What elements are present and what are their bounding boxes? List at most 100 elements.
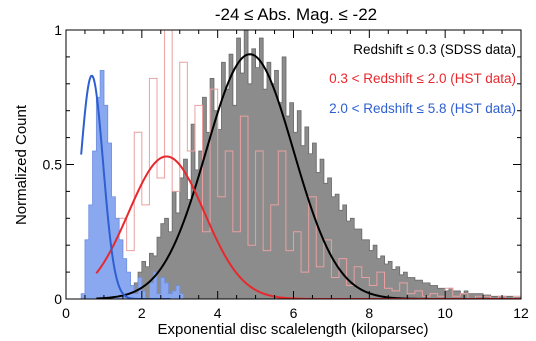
histogram-bar <box>320 159 325 299</box>
histogram-bar <box>354 229 359 299</box>
x-tick-label: 4 <box>214 305 222 321</box>
histogram-bar <box>331 196 336 299</box>
histogram-bar <box>194 169 200 299</box>
histogram-bar <box>164 282 169 299</box>
ticks-layer: 0 2 4 6 8 10 12 0 0.5 1 <box>43 22 529 321</box>
histogram-bar <box>263 89 268 299</box>
histogram-bar <box>441 288 446 299</box>
histogram-bar <box>160 277 165 299</box>
histogram-bar <box>175 285 181 299</box>
histogram-bar <box>217 129 222 299</box>
histogram-bar <box>407 277 412 299</box>
y-tick-label: 0.5 <box>43 157 63 173</box>
y-axis-label: Normalized Count <box>13 104 30 225</box>
histogram-bar <box>134 293 139 299</box>
histogram-bar <box>119 239 124 299</box>
histogram-bar <box>369 250 374 299</box>
histogram-bar <box>380 255 385 299</box>
histogram-bar <box>157 293 162 299</box>
histogram-bar <box>81 293 86 299</box>
histogram-series-0 <box>133 30 521 299</box>
histogram-bar <box>225 89 230 299</box>
fit-curve-0 <box>96 53 442 299</box>
histogram-bar <box>392 269 397 299</box>
histogram-bar <box>206 132 211 299</box>
histogram-bar <box>312 142 317 299</box>
histogram-bar <box>339 210 344 299</box>
histogram-bar <box>251 48 256 299</box>
histogram-bar <box>445 290 450 299</box>
histogram-bar <box>282 56 287 299</box>
histogram-bar <box>213 110 219 299</box>
histogram-bar <box>210 78 215 299</box>
histogram-bar <box>430 285 435 299</box>
histogram-bar <box>179 177 184 299</box>
histogram-bar <box>350 218 355 299</box>
histogram-bar <box>342 204 347 299</box>
histogram-bar <box>96 97 101 299</box>
histogram-bar <box>157 237 162 299</box>
histogram-bar <box>289 102 294 299</box>
histogram-bar <box>505 296 511 299</box>
histogram-bar <box>270 83 275 299</box>
x-tick-label: 2 <box>138 305 146 321</box>
histogram-bar <box>433 285 438 299</box>
x-tick-label: 0 <box>62 305 70 321</box>
histogram-bar <box>395 266 401 299</box>
histogram-bar <box>259 38 264 299</box>
histogram-bar <box>141 261 147 299</box>
histogram-bar <box>437 288 442 299</box>
histogram-bar <box>502 296 507 299</box>
histogram-bar <box>365 239 370 299</box>
legend-entry-1: 0.3 < Redshift ≤ 2.0 (HST data) <box>329 71 516 86</box>
histogram-bar <box>452 290 457 299</box>
histogram-bar <box>172 290 177 299</box>
histogram-bar <box>187 199 192 299</box>
histogram-bar <box>483 294 488 299</box>
histogram-bar <box>248 83 253 299</box>
histogram-bar <box>168 231 173 299</box>
histogram-bar <box>486 294 492 299</box>
histogram-bar <box>202 97 207 299</box>
histogram-bar <box>460 293 465 299</box>
histogram-bar <box>384 264 389 299</box>
histogram-bar <box>361 239 366 299</box>
histogram-bar <box>346 220 351 299</box>
histogram-bar <box>278 102 283 299</box>
histogram-series-1 <box>95 30 521 299</box>
histogram-bar <box>274 70 279 299</box>
histogram-bar <box>100 70 105 299</box>
histogram-bar <box>304 126 310 299</box>
histogram-bar <box>84 239 90 299</box>
histogram-bar <box>316 172 321 299</box>
histogram-bar <box>464 290 469 299</box>
histogram-bar <box>149 282 154 299</box>
histogram-bar <box>266 62 272 299</box>
histogram-bar <box>179 293 184 299</box>
histogram-bar <box>183 159 188 299</box>
histogram-bar <box>490 296 495 299</box>
histogram-bar <box>308 153 313 299</box>
histogram-bar <box>399 274 404 299</box>
histogram-bar <box>411 277 416 299</box>
chart-title: -24 ≤ Abs. Mag. ≤ -22 <box>215 5 377 24</box>
histogram-bar <box>414 280 420 299</box>
histogram-bar <box>403 272 408 299</box>
histogram-step <box>95 30 521 299</box>
histogram-bar <box>232 105 238 299</box>
histogram-bar <box>293 132 298 299</box>
histogram-bar <box>111 196 116 299</box>
histogram-bar <box>175 212 181 299</box>
histogram-bar <box>122 258 128 299</box>
y-tick-label: 0 <box>54 291 62 307</box>
histogram-bar <box>153 272 158 299</box>
histogram-outline <box>133 30 521 299</box>
histogram-bar <box>107 142 112 299</box>
histogram-bar <box>92 151 97 299</box>
histogram-bar <box>255 67 260 299</box>
histogram-bar <box>301 145 306 299</box>
y-tick-label: 1 <box>54 22 62 38</box>
histogram-bar <box>198 151 203 299</box>
histogram-bar <box>229 54 234 299</box>
